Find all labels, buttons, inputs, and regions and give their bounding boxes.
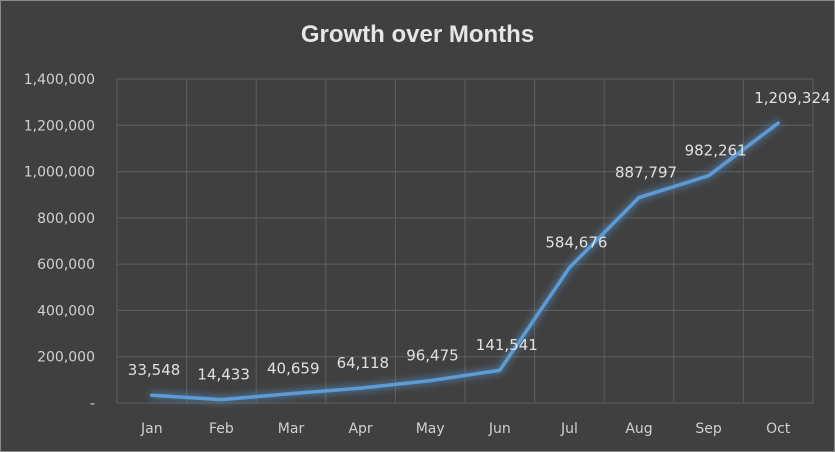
data-label: 33,548 [128,361,181,379]
series-line [150,121,780,402]
x-tick-label: Feb [209,421,234,437]
y-tick-label: 800,000 [37,211,95,227]
data-label: 40,659 [267,360,320,378]
chart-title: Growth over Months [300,21,535,48]
x-axis-ticks: Jan Feb Mar Apr May Jun Jul Aug Sep Oct [140,421,791,437]
data-point [637,196,641,200]
data-point [707,174,711,178]
data-point [428,379,432,383]
y-tick-label: - [90,396,95,412]
x-tick-label: Mar [278,421,305,437]
series [150,121,780,402]
data-point [776,121,780,125]
x-tick-label: Jul [560,421,578,437]
y-tick-label: 1,400,000 [24,72,95,88]
data-label: 96,475 [406,347,459,365]
data-label: 64,118 [337,354,390,372]
x-tick-label: Apr [348,421,372,437]
data-label: 14,433 [197,366,250,384]
x-tick-label: Aug [625,421,652,437]
x-tick-label: Jun [488,421,511,437]
data-labels: 33,548 14,433 40,659 64,118 96,475 141,541 584… [128,89,831,384]
y-tick-label: 200,000 [37,350,95,366]
gridlines [116,78,814,404]
data-point [150,393,154,397]
x-tick-label: May [416,421,445,437]
x-tick-label: Jan [140,421,163,437]
data-label: 982,261 [685,142,747,160]
data-point [289,392,293,396]
data-label: 887,797 [615,164,677,182]
x-tick-label: Sep [695,421,722,437]
data-label: 141,541 [476,336,538,354]
y-tick-label: 1,200,000 [24,118,95,134]
data-point [219,398,223,402]
y-axis-ticks: - 200,000 400,000 600,000 800,000 1,000,000 1,… [24,72,95,412]
data-point [359,386,363,390]
data-label: 584,676 [545,234,607,252]
x-tick-label: Oct [766,421,791,437]
data-point [567,266,571,270]
data-point [498,368,502,372]
y-tick-label: 600,000 [37,257,95,273]
y-tick-label: 400,000 [37,303,95,319]
data-label: 1,209,324 [754,89,830,107]
y-tick-label: 1,000,000 [24,165,95,181]
